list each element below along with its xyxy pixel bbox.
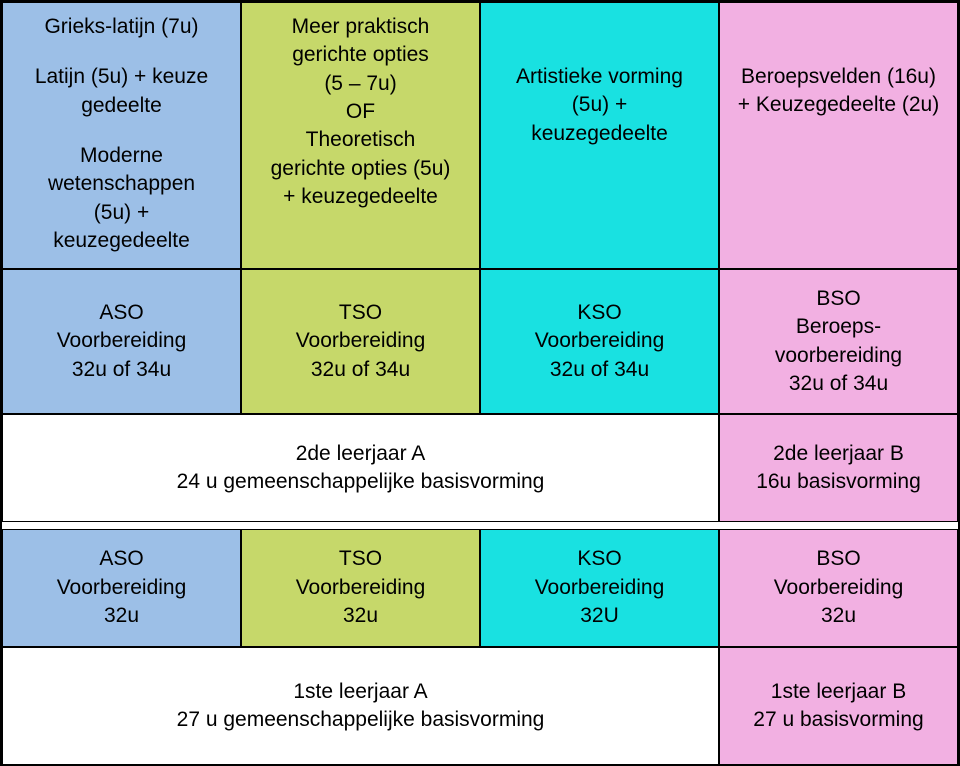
education-structure-diagram: Grieks-latijn (7u) Latijn (5u) + keuze g… bbox=[0, 0, 960, 766]
cell-r5-tso: TSO Voorbereiding 32u bbox=[241, 529, 480, 647]
separator-gap bbox=[2, 522, 958, 529]
cell-r3-leerjaarB: 2de leerjaar B 16u basisvorming bbox=[719, 414, 958, 522]
cell-r3-leerjaarA: 2de leerjaar A 24 u gemeenschappelijke b… bbox=[2, 414, 719, 522]
aso-option-3: Moderne wetenschappen (5u) + keuzegedeel… bbox=[48, 142, 195, 255]
cell-r5-kso: KSO Voorbereiding 32U bbox=[480, 529, 719, 647]
cell-r1-bso: Beroepsvelden (16u) + Keuzegedeelte (2u) bbox=[719, 2, 958, 269]
cell-r1-aso: Grieks-latijn (7u) Latijn (5u) + keuze g… bbox=[2, 2, 241, 269]
cell-r1-tso: Meer praktisch gerichte opties (5 – 7u) … bbox=[241, 2, 480, 269]
aso-option-1: Grieks-latijn (7u) bbox=[44, 13, 198, 41]
cell-r6-leerjaarB: 1ste leerjaar B 27 u basisvorming bbox=[719, 647, 958, 765]
aso-option-2: Latijn (5u) + keuze gedeelte bbox=[35, 63, 208, 120]
cell-r5-bso: BSO Voorbereiding 32u bbox=[719, 529, 958, 647]
cell-r2-kso: KSO Voorbereiding 32u of 34u bbox=[480, 269, 719, 414]
cell-r2-bso: BSO Beroeps- voorbereiding 32u of 34u bbox=[719, 269, 958, 414]
cell-r2-aso: ASO Voorbereiding 32u of 34u bbox=[2, 269, 241, 414]
cell-r1-kso: Artistieke vorming (5u) + keuzegedeelte bbox=[480, 2, 719, 269]
cell-r5-aso: ASO Voorbereiding 32u bbox=[2, 529, 241, 647]
cell-r6-leerjaarA: 1ste leerjaar A 27 u gemeenschappelijke … bbox=[2, 647, 719, 765]
cell-r2-tso: TSO Voorbereiding 32u of 34u bbox=[241, 269, 480, 414]
